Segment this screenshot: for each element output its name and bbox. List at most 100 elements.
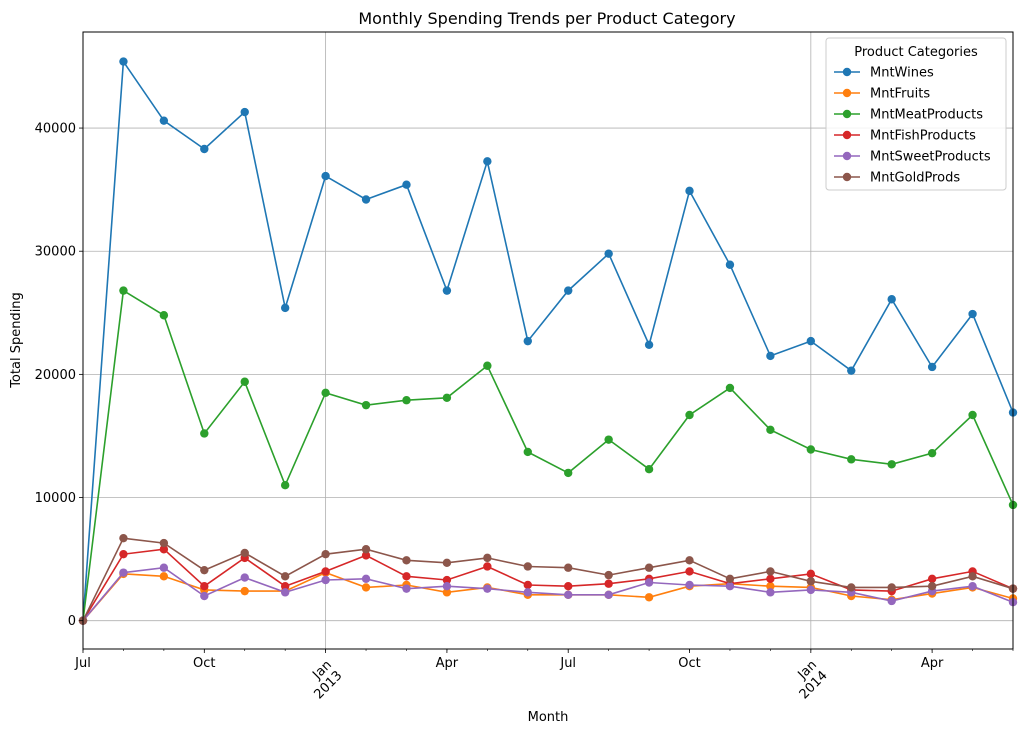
data-point-mntwines: [361, 195, 371, 204]
data-point-mntwines: [685, 186, 694, 196]
data-point-mntgoldprods: [200, 565, 209, 575]
data-point-mntfruits: [240, 586, 249, 596]
data-point-mntmeatproducts: [685, 410, 694, 420]
legend: Product Categories MntWines MntFruits MntM…: [825, 37, 1007, 191]
y-tick-label: 40000: [35, 122, 76, 137]
data-point-mntsweetproducts: [806, 585, 816, 595]
data-point-mntwines: [604, 249, 613, 258]
data-point-mntsweetproducts: [564, 590, 573, 600]
data-point-mntgoldprods: [644, 563, 654, 572]
data-point-mntgoldprods: [604, 570, 613, 580]
series-line-mntwines: [82, 59, 1014, 621]
data-point-mntmeatproducts: [887, 460, 896, 469]
data-point-mntmeatproducts: [361, 400, 371, 410]
data-point-mntgoldprods: [847, 583, 856, 592]
data-point-mntmeatproducts: [240, 377, 249, 386]
data-point-mntgoldprods: [159, 538, 169, 548]
data-point-mntmeatproducts: [402, 396, 411, 405]
data-point-mntmeatproducts: [564, 468, 573, 478]
x-tick-label: Apr: [921, 656, 944, 671]
y-axis-label: Total Spending: [9, 292, 24, 389]
series-line-mntgoldprods: [82, 537, 1014, 622]
data-point-mntmeatproducts: [119, 286, 128, 295]
x-tick-label: Apr: [436, 656, 459, 671]
data-point-mntgoldprods: [321, 549, 330, 559]
data-point-mntwines: [806, 336, 816, 346]
chart-title: Monthly Spending Trends per Product Cate…: [358, 9, 735, 28]
data-point-mntsweetproducts: [725, 581, 735, 591]
data-point-mntwines: [280, 303, 290, 313]
data-point-mntsweetproducts: [644, 578, 654, 587]
legend-label-mntfishproducts: MntFishProducts: [870, 129, 976, 144]
data-point-mntwines: [927, 362, 937, 372]
data-point-mntgoldprods: [927, 581, 937, 591]
y-tick-label: 20000: [35, 368, 76, 383]
data-point-mntwines: [240, 107, 249, 117]
data-point-mntmeatproducts: [927, 448, 937, 458]
data-point-mntfishproducts: [119, 549, 128, 559]
series-line-mntfruits: [82, 571, 1014, 622]
data-point-mntgoldprods: [240, 548, 249, 558]
data-point-mntmeatproducts: [200, 429, 209, 438]
data-point-mntsweetproducts: [321, 575, 330, 585]
data-point-mntfishproducts: [564, 581, 573, 591]
data-point-mntfishproducts: [321, 567, 330, 576]
data-point-mntfishproducts: [927, 574, 937, 584]
data-point-mntwines: [402, 180, 411, 189]
data-point-mntmeatproducts: [806, 445, 816, 454]
series-line-mntsweetproducts: [82, 566, 1014, 622]
data-point-mntgoldprods: [766, 567, 775, 576]
data-point-mntgoldprods: [402, 556, 411, 565]
data-point-mntfishproducts: [483, 562, 492, 571]
data-point-mntmeatproducts: [159, 311, 169, 320]
legend-marker-mntwines: [842, 67, 852, 77]
legend-label-mntwines: MntWines: [870, 66, 934, 81]
x-tick-label: Jul: [74, 656, 91, 671]
data-point-mntsweetproducts: [523, 588, 532, 597]
data-point-mntgoldprods: [280, 572, 290, 581]
legend-label-mntgoldprods: MntGoldProds: [870, 171, 960, 186]
legend-frame: [825, 37, 1007, 191]
legend-marker-mntgoldprods: [842, 172, 852, 182]
data-point-mntgoldprods: [887, 583, 896, 592]
data-point-mntfishproducts: [442, 575, 452, 585]
data-point-mntsweetproducts: [766, 588, 775, 597]
data-point-mntgoldprods: [119, 533, 128, 543]
data-point-mntfishproducts: [280, 581, 290, 591]
series-line-mntmeatproducts: [82, 289, 1014, 621]
data-point-mntsweetproducts: [483, 584, 492, 593]
data-point-mntsweetproducts: [685, 580, 694, 590]
data-point-mntgoldprods: [806, 577, 816, 586]
data-point-mntmeatproducts: [725, 383, 735, 393]
data-point-mntfishproducts: [402, 572, 411, 581]
legend-label-mntfruits: MntFruits: [870, 87, 930, 102]
data-point-mntwines: [483, 157, 492, 166]
data-point-mntfishproducts: [806, 569, 816, 579]
x-tick-label: Jul: [559, 656, 576, 671]
data-point-mntmeatproducts: [968, 410, 977, 420]
data-point-mntgoldprods: [725, 574, 735, 584]
data-point-mntwines: [564, 286, 573, 295]
data-point-mntgoldprods: [523, 562, 532, 571]
legend-marker-mntfishproducts: [842, 130, 852, 140]
data-point-mntwines: [119, 57, 128, 66]
data-point-mntsweetproducts: [968, 581, 977, 591]
data-point-mntmeatproducts: [321, 388, 330, 398]
data-point-mntsweetproducts: [604, 590, 613, 600]
data-point-mntfruits: [644, 593, 654, 602]
legend-label-mntmeatproducts: MntMeatProducts: [870, 108, 983, 123]
data-point-mntwines: [766, 351, 775, 361]
x-axis-label: Month: [528, 710, 569, 725]
data-point-mntwines: [847, 366, 856, 375]
data-point-mntmeatproducts: [604, 435, 613, 444]
data-point-mntmeatproducts: [523, 447, 532, 457]
data-point-mntwines: [523, 336, 532, 346]
data-point-mntfruits: [159, 572, 169, 581]
data-point-mntfishproducts: [685, 567, 694, 576]
series-layer: [78, 57, 1018, 625]
data-point-mntfishproducts: [523, 580, 532, 590]
data-point-mntfishproducts: [766, 574, 775, 584]
data-point-mntfishproducts: [159, 545, 169, 554]
